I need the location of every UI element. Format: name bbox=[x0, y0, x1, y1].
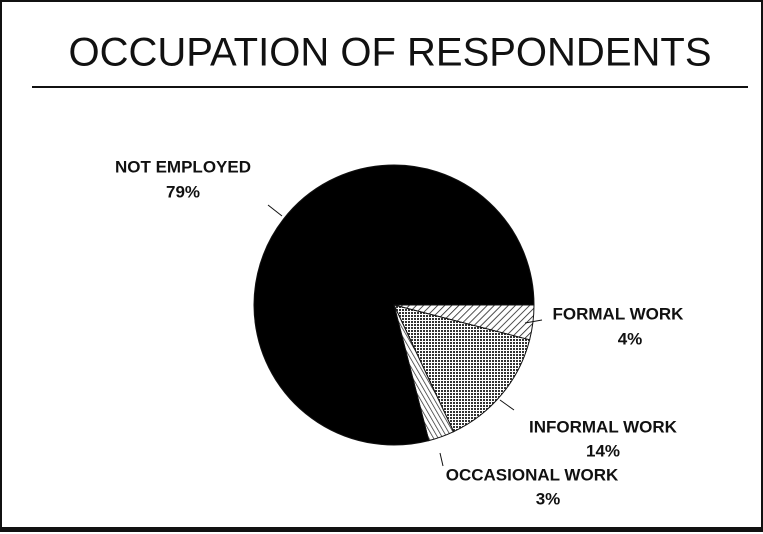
pie-slice bbox=[393, 304, 531, 433]
slice-value-label: 4% bbox=[618, 329, 643, 348]
slice-label: INFORMAL WORK bbox=[529, 417, 678, 436]
chart-title: OCCUPATION OF RESPONDENTS bbox=[68, 31, 711, 75]
slice-label: OCCASIONAL WORK bbox=[446, 465, 619, 484]
leader-line bbox=[439, 452, 444, 467]
pie-slice bbox=[253, 164, 535, 446]
slice-value-label: 14% bbox=[586, 441, 620, 460]
leader-line bbox=[267, 204, 283, 217]
leader-line bbox=[499, 399, 515, 411]
slice-label: FORMAL WORK bbox=[553, 304, 685, 323]
slice-value-label: 79% bbox=[166, 182, 200, 201]
leader-line bbox=[524, 319, 543, 324]
slice-value-label: 3% bbox=[536, 489, 561, 508]
slice-label: NOT EMPLOYED bbox=[115, 157, 251, 176]
